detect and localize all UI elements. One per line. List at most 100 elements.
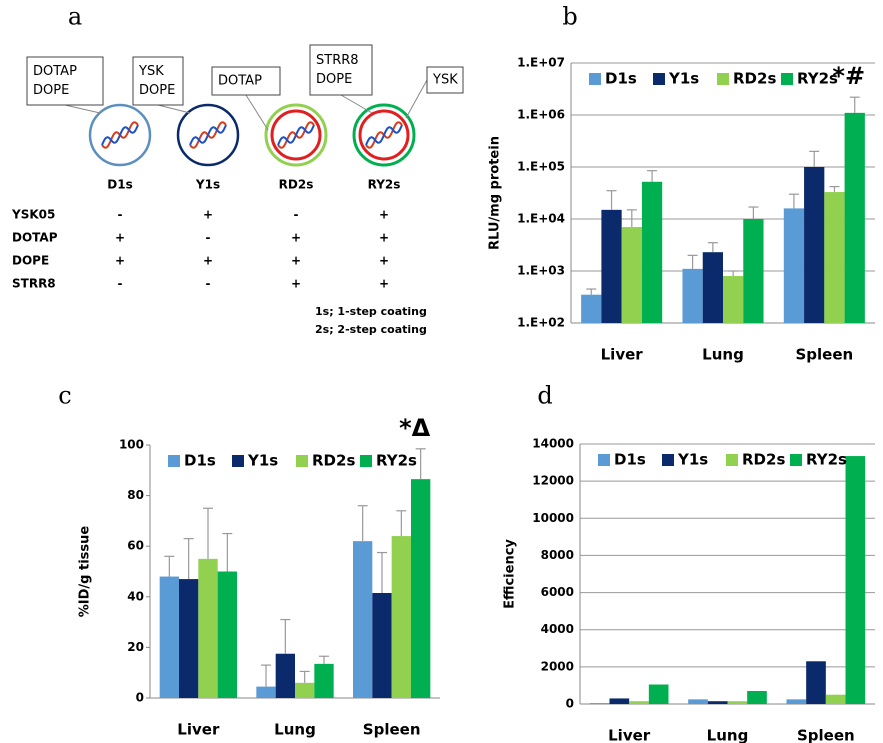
legend-label: D1s (184, 452, 216, 470)
bar (703, 252, 723, 323)
panel-label: b (562, 3, 577, 31)
y-tick-label: 1.E+02 (517, 316, 565, 330)
connector (158, 105, 190, 113)
bar (688, 699, 708, 704)
legend-swatch (662, 454, 674, 466)
panel-label: c (58, 382, 71, 410)
legend-label: RD2s (733, 70, 776, 88)
lipid-box-text: DOTAP (218, 74, 262, 89)
bar (610, 698, 630, 704)
legend-swatch (653, 73, 665, 85)
bar (649, 685, 669, 705)
bar (826, 695, 846, 704)
bar (218, 572, 237, 699)
composition-mark: - (206, 277, 211, 291)
legend-swatch (232, 455, 244, 467)
y-tick-label: 1.E+06 (517, 108, 565, 122)
bar (622, 227, 642, 323)
legend-swatch (589, 73, 601, 85)
bar (353, 541, 372, 698)
connector (65, 105, 100, 113)
composition-mark: + (115, 254, 125, 268)
x-tick-label: Liver (608, 727, 651, 743)
bar (256, 687, 275, 698)
lipid-box-text: DOTAP (33, 64, 77, 79)
note: 2s; 2-step coating (315, 323, 427, 336)
bar (590, 703, 610, 704)
bar (708, 701, 728, 704)
lipid-name: DOPE (12, 254, 49, 268)
x-tick-label: Lung (707, 727, 749, 743)
composition-mark: + (291, 277, 301, 291)
bar (824, 192, 844, 323)
legend-swatch (726, 454, 738, 466)
lipid-box-text: STRR8 (316, 53, 359, 68)
formulation-name: Y1s (195, 178, 220, 192)
composition-mark: + (379, 277, 389, 291)
bar (372, 593, 391, 698)
bar (728, 701, 748, 704)
y-tick-label: 4000 (541, 622, 574, 636)
y-tick-label: 8000 (541, 548, 574, 562)
bar (581, 295, 601, 323)
y-tick-label: 6000 (541, 585, 574, 599)
x-tick-label: Lung (274, 721, 316, 739)
bar (784, 208, 804, 323)
bar (411, 479, 430, 698)
bar (747, 691, 767, 704)
annotation: *Δ (399, 414, 431, 442)
composition-mark: + (115, 231, 125, 245)
legend-swatch (360, 455, 372, 467)
bar (295, 683, 314, 698)
composition-mark: + (203, 254, 213, 268)
y-axis-title: RLU/mg protein (488, 136, 503, 250)
composition-mark: + (203, 208, 213, 222)
y-tick-label: 1.E+04 (517, 212, 565, 226)
lipid-name: YSK05 (11, 208, 55, 222)
lipid-box-text: YSK (432, 73, 458, 88)
bar (276, 654, 295, 698)
legend-label: D1s (605, 70, 637, 88)
composition-mark: - (206, 231, 211, 245)
formulation-name: RD2s (279, 178, 314, 192)
composition-mark: - (118, 277, 123, 291)
bar (723, 276, 743, 323)
y-tick-label: 60 (127, 539, 144, 553)
lipid-box-text: DOPE (316, 72, 352, 87)
legend-swatch (717, 73, 729, 85)
y-tick-label: 2000 (541, 659, 574, 673)
composition-mark: + (379, 208, 389, 222)
legend-label: RY2s (806, 451, 847, 469)
y-tick-label: 80 (127, 488, 144, 502)
y-tick-label: 40 (127, 589, 144, 603)
bar (846, 456, 866, 704)
lipid-box-text: DOPE (33, 83, 69, 98)
legend-label: Y1s (677, 451, 708, 469)
composition-mark: - (118, 208, 123, 222)
legend-label: Y1s (247, 452, 278, 470)
note: 1s; 1-step coating (315, 305, 427, 318)
y-tick-label: 14000 (532, 437, 574, 451)
x-tick-label: Spleen (797, 727, 855, 743)
y-tick-label: 100 (119, 438, 144, 452)
composition-mark: + (291, 254, 301, 268)
bar (806, 661, 826, 704)
composition-mark: + (379, 254, 389, 268)
lipid-box-text: DOPE (139, 83, 175, 98)
bar (682, 269, 702, 323)
bar (601, 210, 621, 323)
bar (629, 701, 649, 704)
bar (642, 182, 662, 323)
y-tick-label: 1.E+07 (517, 56, 565, 70)
lipid-name: DOTAP (12, 231, 58, 245)
connector (246, 95, 268, 130)
y-tick-label: 10000 (532, 511, 574, 525)
composition-mark: - (294, 208, 299, 222)
bar (743, 219, 763, 323)
bar (160, 577, 179, 698)
x-tick-label: Spleen (795, 346, 853, 364)
bar (845, 113, 865, 323)
x-tick-label: Liver (601, 346, 644, 364)
legend-label: Y1s (668, 70, 699, 88)
y-tick-label: 0 (136, 691, 144, 705)
